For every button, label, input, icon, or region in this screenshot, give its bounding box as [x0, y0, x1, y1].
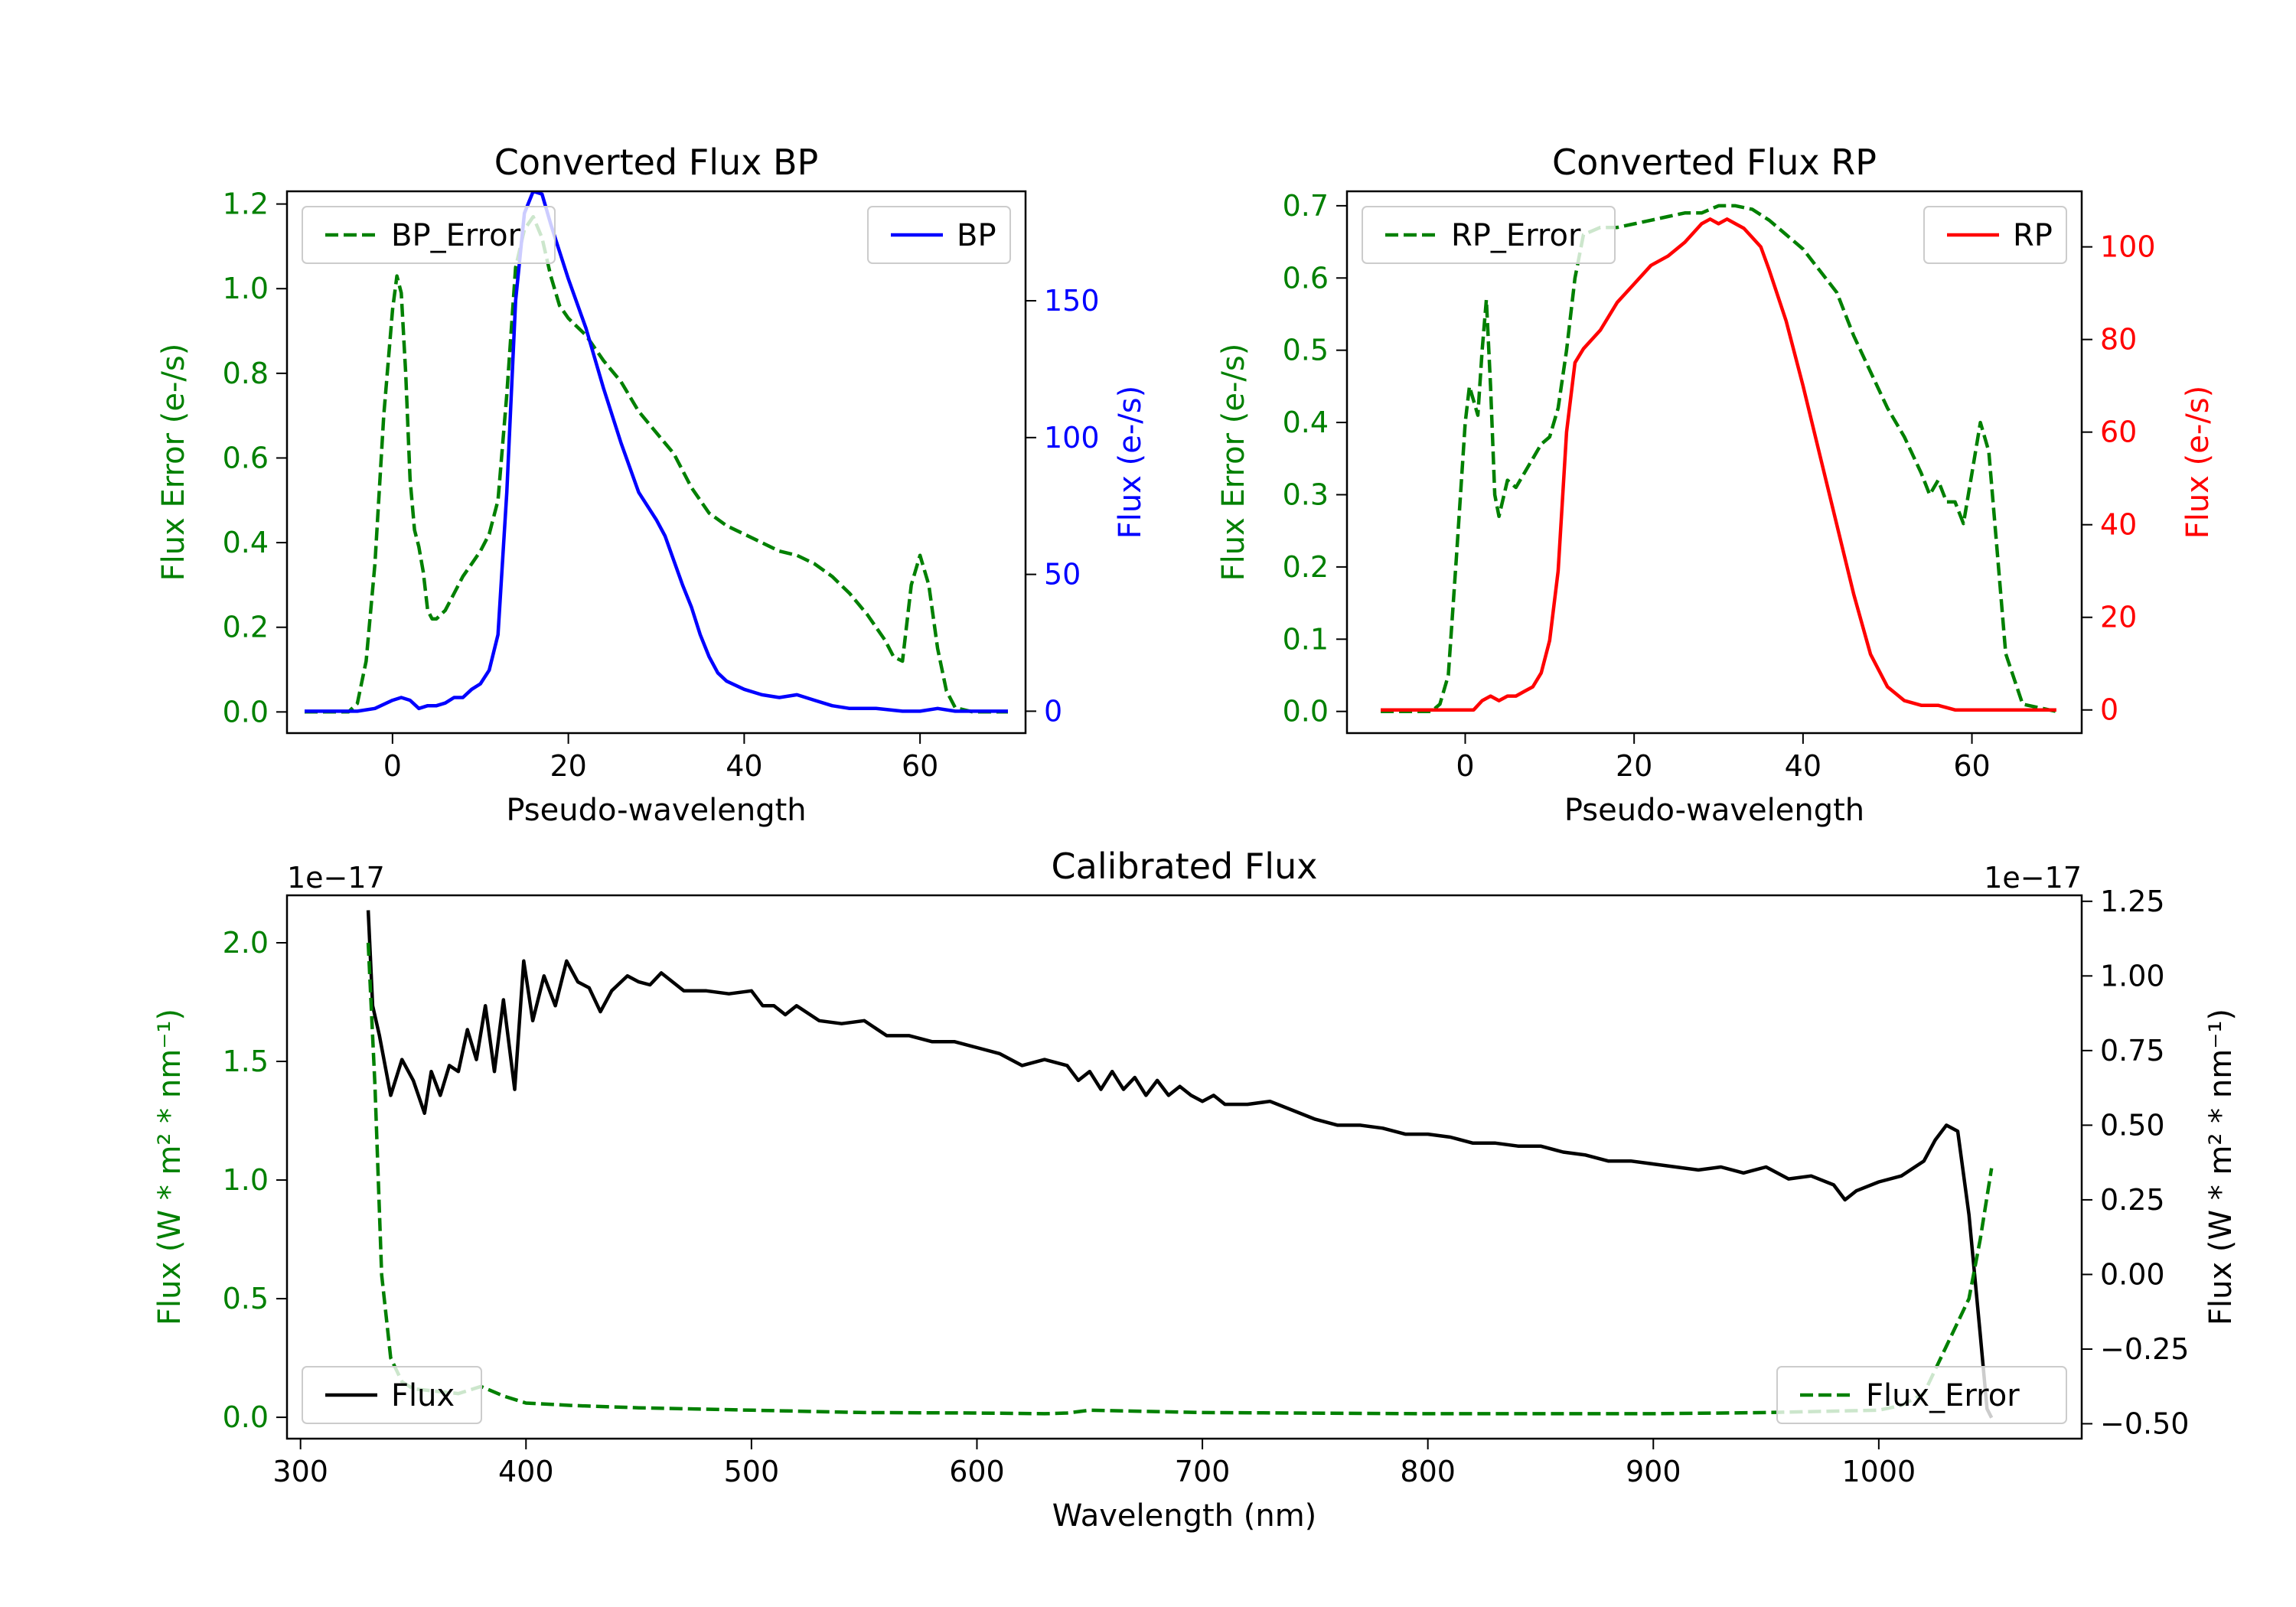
y-left-tick-label: 0.5 — [223, 1282, 269, 1315]
bp-chart: 0 20 40 60 0.0 0.2 0.4 0.6 0.8 1.0 1.2 0 50 100 150 Con… — [156, 142, 1148, 828]
x-tick-label: 20 — [550, 749, 586, 783]
y-right-tick-label: −0.25 — [2100, 1332, 2189, 1366]
legend-box — [302, 1366, 482, 1424]
y-right-tick-label: 60 — [2100, 416, 2137, 449]
y-right-tick-label: 100 — [2100, 230, 2156, 264]
y-left-tick-label: 0.6 — [1283, 261, 1329, 295]
x-tick-label: 60 — [902, 749, 938, 783]
y-right-tick-label: 150 — [1044, 284, 1100, 318]
y-left-tick-label: 1.0 — [223, 1163, 269, 1197]
legend-label: Flux — [391, 1378, 455, 1413]
y-right-tick-label: 100 — [1044, 421, 1100, 455]
y-left-tick-label: 0.4 — [1283, 406, 1329, 439]
x-tick-label: 600 — [949, 1455, 1005, 1488]
x-tick-label: 0 — [1456, 749, 1474, 783]
y-right-tick-label: 20 — [2100, 601, 2137, 634]
legend-box — [1776, 1366, 2067, 1424]
y-left-tick-label: 0.1 — [1283, 622, 1329, 656]
y-left-tick-label: 0.0 — [223, 695, 269, 729]
y-left-tick-label: 2.0 — [223, 926, 269, 960]
y-right-tick-label: 0 — [1044, 694, 1062, 728]
chart-title: Converted Flux BP — [494, 142, 819, 183]
x-tick-label: 20 — [1616, 749, 1652, 783]
y-left-tick-label: 0.5 — [1283, 334, 1329, 367]
y-right-tick-label: 0.25 — [2100, 1183, 2165, 1217]
x-axis-label: Pseudo-wavelength — [506, 793, 806, 828]
chart-title: Converted Flux RP — [1552, 142, 1877, 183]
y-right-tick-label: 40 — [2100, 508, 2137, 542]
bp-series-bp — [305, 191, 1008, 713]
y-left-tick-label: 0.8 — [223, 357, 269, 390]
x-tick-label: 800 — [1400, 1455, 1456, 1488]
y-right-axis-label: Flux (e-/s) — [2180, 386, 2216, 539]
legend-box — [1362, 206, 1616, 264]
plot-frame — [285, 894, 2083, 1440]
y-right-tick-label: 0.00 — [2100, 1257, 2165, 1291]
legend-label: Flux_Error — [1866, 1378, 2020, 1413]
y-left-tick-label: 0.7 — [1283, 189, 1329, 223]
legend-label: RP — [2013, 218, 2053, 253]
y-right-tick-label: 0.50 — [2100, 1108, 2165, 1142]
legend-label: BP_Error — [391, 218, 521, 253]
x-tick-label: 0 — [383, 749, 402, 783]
cal-series-flux — [366, 910, 1994, 1419]
legend-label: BP — [957, 218, 996, 253]
legend-label: RP_Error — [1451, 218, 1581, 253]
chart-title: Calibrated Flux — [1052, 846, 1318, 887]
rp-series-rp-error — [1381, 204, 2057, 713]
y-right-tick-label: 0 — [2100, 693, 2118, 727]
x-axis-label: Wavelength (nm) — [1052, 1498, 1317, 1534]
y-left-tick-label: 1.5 — [223, 1045, 269, 1078]
plot-frame — [285, 190, 1027, 735]
x-tick-label: 500 — [724, 1455, 780, 1488]
y-left-tick-label: 0.0 — [223, 1400, 269, 1434]
y-right-tick-label: 1.25 — [2100, 885, 2165, 918]
x-tick-label: 300 — [272, 1455, 328, 1488]
y-right-tick-label: 80 — [2100, 323, 2137, 357]
x-axis-label: Pseudo-wavelength — [1564, 793, 1864, 828]
x-tick-label: 400 — [498, 1455, 554, 1488]
x-tick-label: 40 — [726, 749, 762, 783]
rp-chart: 0 20 40 60 0.0 0.1 0.2 0.3 0.4 0.5 0.6 0.7 0 20 40 60 80… — [1216, 142, 2216, 828]
calibrated-chart: 300 400 500 600 700 800 900 1000 0.0 0.5 1.0 1.5 2.0… — [152, 846, 2239, 1534]
x-tick-label: 700 — [1175, 1455, 1231, 1488]
y-right-tick-label: −0.50 — [2100, 1407, 2189, 1440]
y-right-tick-label: 0.75 — [2100, 1034, 2165, 1068]
legend-box — [302, 206, 556, 264]
y-left-tick-label: 0.0 — [1283, 695, 1329, 729]
y-left-tick-label: 0.2 — [1283, 550, 1329, 584]
rp-series-rp — [1381, 217, 2056, 712]
y-right-tick-label: 50 — [1044, 558, 1081, 592]
x-tick-label: 60 — [1953, 749, 1990, 783]
y-right-offset-label: 1e−17 — [1984, 861, 2082, 895]
y-left-tick-label: 0.4 — [223, 526, 269, 559]
y-left-tick-label: 0.2 — [223, 611, 269, 644]
y-left-axis-label: Flux Error (e-/s) — [1216, 344, 1251, 582]
y-left-axis-label: Flux Error (e-/s) — [156, 344, 191, 582]
x-tick-label: 1000 — [1842, 1455, 1916, 1488]
x-tick-label: 40 — [1785, 749, 1821, 783]
y-left-tick-label: 1.2 — [223, 187, 269, 221]
y-left-tick-label: 0.3 — [1283, 478, 1329, 511]
bp-series-bp-error — [305, 214, 1008, 714]
y-right-axis-label: Flux (W * m² * nm⁻¹) — [2203, 1009, 2239, 1325]
x-tick-label: 900 — [1626, 1455, 1681, 1488]
plot-frame — [1345, 190, 2083, 735]
y-left-offset-label: 1e−17 — [287, 861, 385, 895]
y-left-tick-label: 0.6 — [223, 441, 269, 474]
y-right-axis-label: Flux (e-/s) — [1113, 386, 1148, 539]
y-left-axis-label: Flux (W * m² * nm⁻¹) — [152, 1009, 188, 1325]
y-right-tick-label: 1.00 — [2100, 959, 2165, 993]
y-left-tick-label: 1.0 — [223, 272, 269, 305]
